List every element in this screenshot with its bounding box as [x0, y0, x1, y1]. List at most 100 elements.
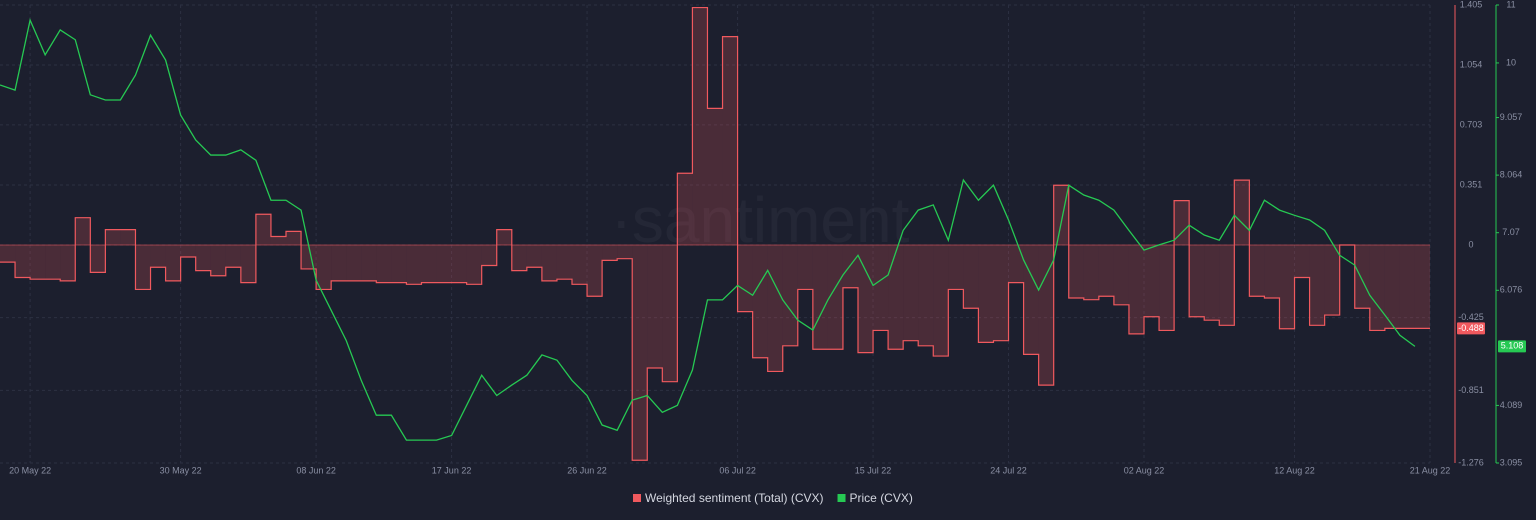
x-tick-label: 21 Aug 22: [1410, 465, 1451, 475]
sentiment-bar: [948, 245, 964, 290]
sentiment-bar: [376, 245, 392, 283]
sentiment-outline: [0, 6, 1430, 461]
y-tick-label: 0.703: [1460, 119, 1483, 129]
sentiment-bar: [1083, 245, 1099, 300]
sentiment-bar: [1399, 245, 1415, 329]
legend-swatch: [837, 494, 846, 502]
y-tick-label: -0.851: [1458, 385, 1484, 395]
sentiment-bar: [572, 245, 588, 285]
sentiment-bar: [1369, 245, 1385, 331]
x-tick-label: 17 Jun 22: [432, 465, 472, 475]
sentiment-bar: [722, 36, 738, 246]
x-tick-label: 08 Jun 22: [296, 465, 336, 475]
sentiment-bar: [406, 245, 422, 285]
sentiment-bar: [90, 245, 106, 273]
sentiment-bar: [60, 245, 76, 281]
sentiment-bar: [662, 245, 678, 382]
sentiment-bar: [647, 245, 663, 369]
x-tick-label: 02 Aug 22: [1124, 465, 1165, 475]
sentiment-bar: [105, 229, 121, 246]
sentiment-bar: [1128, 245, 1144, 334]
legend: Weighted sentiment (Total) (CVX) Price (C…: [633, 491, 913, 505]
sentiment-bar: [1098, 245, 1114, 297]
sentiment-bar: [1249, 245, 1265, 297]
x-tick-label: 30 May 22: [160, 465, 202, 475]
sentiment-bar: [1414, 245, 1430, 329]
sentiment-bar: [1038, 245, 1054, 386]
x-tick-label: 26 Jun 22: [567, 465, 607, 475]
sentiment-bar: [240, 245, 256, 283]
sentiment-bar: [842, 245, 858, 288]
sentiment-bar: [1053, 185, 1069, 246]
sentiment-bar: [1264, 245, 1280, 298]
sentiment-bar: [782, 245, 798, 346]
sentiment-bar: [526, 245, 542, 268]
sentiment-bar: [1174, 200, 1190, 246]
sentiment-bar: [195, 245, 211, 271]
sentiment-bar: [1294, 245, 1310, 278]
sentiment-bar: [436, 245, 452, 283]
sentiment-bar: [331, 245, 347, 281]
sentiment-bar: [301, 245, 317, 269]
price-line: [0, 17, 1416, 441]
sentiment-bar: [496, 229, 512, 246]
sentiment-bar: [1189, 245, 1205, 317]
y-tick-label: 1.405: [1460, 0, 1483, 9]
sentiment-bar: [1384, 245, 1400, 329]
sentiment-bar: [888, 245, 904, 350]
sentiment-bar: [797, 245, 813, 290]
sentiment-bar: [286, 231, 302, 246]
sentiment-bar: [1159, 245, 1175, 331]
sentiment-bar: [421, 245, 437, 283]
sentiment-bar: [632, 245, 648, 461]
sentiment-bar: [1279, 245, 1295, 329]
sentiment-bar: [587, 245, 603, 297]
sentiment-bar: [617, 245, 633, 259]
sentiment-bar: [210, 245, 226, 276]
sentiment-bar: [1354, 245, 1370, 309]
sentiment-bar: [767, 245, 783, 372]
sentiment-bar: [165, 245, 181, 281]
legend-label: Weighted sentiment (Total) (CVX): [645, 491, 824, 505]
value-badge-label: 5.108: [1501, 341, 1524, 351]
y2-tick-label: 3.095: [1500, 457, 1523, 467]
sentiment-bar: [45, 245, 61, 280]
sentiment-bar: [978, 245, 994, 343]
sentiment-bar: [993, 245, 1009, 341]
y2-tick-label: 7.07: [1502, 227, 1520, 237]
value-badge: [1498, 340, 1526, 353]
sentiment-bar: [0, 245, 16, 263]
sentiment-bar: [1219, 245, 1235, 326]
y-tick-label: -0.425: [1458, 312, 1484, 322]
sentiment-bar: [737, 245, 753, 312]
sentiment-bar: [918, 245, 934, 346]
sentiment-bar: [692, 7, 708, 246]
sentiment-bar: [30, 245, 46, 280]
sentiment-bar: [150, 245, 166, 268]
y-tick-label: 0: [1468, 239, 1473, 249]
sentiment-bar: [707, 108, 723, 246]
y2-tick-label: 11: [1506, 0, 1515, 9]
sentiment-bar: [1324, 245, 1340, 316]
sentiment-bar: [1023, 245, 1039, 355]
sentiment-bar: [15, 245, 31, 278]
sentiment-bar: [963, 245, 979, 309]
value-badge: [1457, 322, 1485, 335]
y2-tick-label: 6.076: [1500, 285, 1523, 295]
sentiment-bar: [135, 245, 151, 290]
x-tick-label: 12 Aug 22: [1274, 465, 1315, 475]
x-tick-label: 15 Jul 22: [855, 465, 892, 475]
sentiment-bar: [511, 245, 527, 271]
sentiment-bar: [602, 245, 618, 261]
sentiment-bar: [1068, 245, 1084, 298]
sentiment-bar: [451, 245, 467, 283]
sentiment-bar: [391, 245, 407, 283]
sentiment-bar: [1204, 245, 1220, 321]
x-tick-label: 06 Jul 22: [719, 465, 756, 475]
sentiment-bar: [180, 245, 196, 257]
sentiment-bar: [903, 245, 919, 341]
sentiment-bar: [752, 245, 768, 358]
y2-tick-label: 8.064: [1500, 169, 1523, 179]
sentiment-bar: [827, 245, 843, 350]
